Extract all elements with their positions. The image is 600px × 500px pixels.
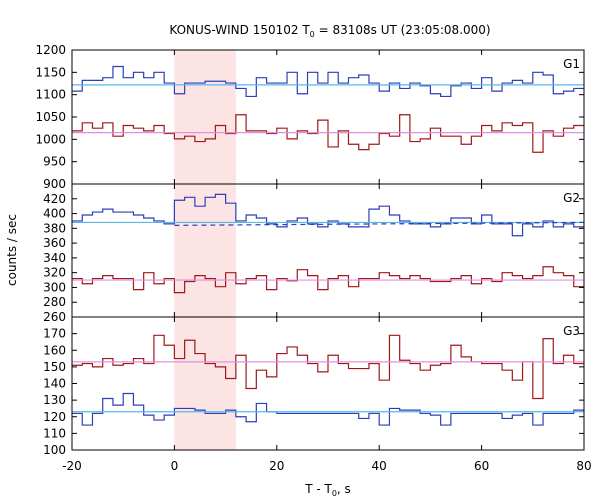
y-tick-label: 280: [43, 295, 66, 309]
y-tick-label: 300: [43, 280, 66, 294]
y-tick-label: 1150: [35, 65, 66, 79]
panel-frame: [71, 183, 585, 318]
series-line-g2-0: [72, 193, 584, 237]
y-tick-label: 900: [43, 177, 66, 191]
panel-frame: [71, 316, 585, 451]
y-tick-label: 1000: [35, 132, 66, 146]
panel-label: G1: [563, 57, 580, 71]
panel-g1: 900 950 1000 1050 1100 1150 1200 G1: [35, 43, 585, 191]
x-axis-label: T - T0, s: [304, 482, 351, 498]
x-tick-label: 80: [576, 459, 591, 473]
y-tick-label: 400: [43, 207, 66, 221]
series-line-g3-0: [72, 392, 584, 426]
y-tick-label: 130: [43, 393, 66, 407]
chart-title: KONUS-WIND 150102 T0 = 83108s UT (23:05:…: [169, 23, 490, 39]
y-tick-label: 120: [43, 410, 66, 424]
panel-frame: [71, 49, 585, 185]
y-tick-label: 320: [43, 266, 66, 280]
y-tick-label: 110: [43, 426, 66, 440]
panel-label: G2: [563, 191, 580, 205]
series-line-g3-1: [72, 334, 584, 400]
y-tick-label: 160: [43, 343, 66, 357]
chart-panels: 900 950 1000 1050 1100 1150 1200 G1 260280300320…: [35, 43, 585, 457]
y-tick-label: 340: [43, 251, 66, 265]
y-tick-label: 1100: [35, 88, 66, 102]
y-tick-label: 170: [43, 327, 66, 341]
highlight-interval: [174, 317, 236, 450]
y-tick-label: 380: [43, 221, 66, 235]
x-tick-label: 0: [171, 459, 179, 473]
y-tick-label: 140: [43, 377, 66, 391]
x-tick-label: 20: [269, 459, 284, 473]
series-line-g1-0: [72, 65, 584, 98]
y-axis-label: counts / sec: [5, 214, 19, 286]
highlight-interval: [174, 50, 236, 184]
y-tick-label: 420: [43, 192, 66, 206]
panel-g3: 100 110 120 130 140 150 160 170 G3: [43, 316, 585, 457]
panel-label: G3: [563, 324, 580, 338]
x-tick-label: -20: [62, 459, 82, 473]
x-tick-label: 40: [372, 459, 387, 473]
y-tick-label: 100: [43, 443, 66, 457]
series-line-g2-1: [72, 266, 584, 294]
y-tick-label: 950: [43, 155, 66, 169]
y-tick-label: 260: [43, 310, 66, 324]
y-tick-label: 1200: [35, 43, 66, 57]
series-line-g1-1: [72, 114, 584, 153]
y-tick-label: 150: [43, 360, 66, 374]
y-tick-label: 360: [43, 236, 66, 250]
x-tick-labels: -20 0 20 40 60 80: [62, 459, 591, 473]
x-tick-label: 60: [474, 459, 489, 473]
y-tick-label: 1050: [35, 110, 66, 124]
